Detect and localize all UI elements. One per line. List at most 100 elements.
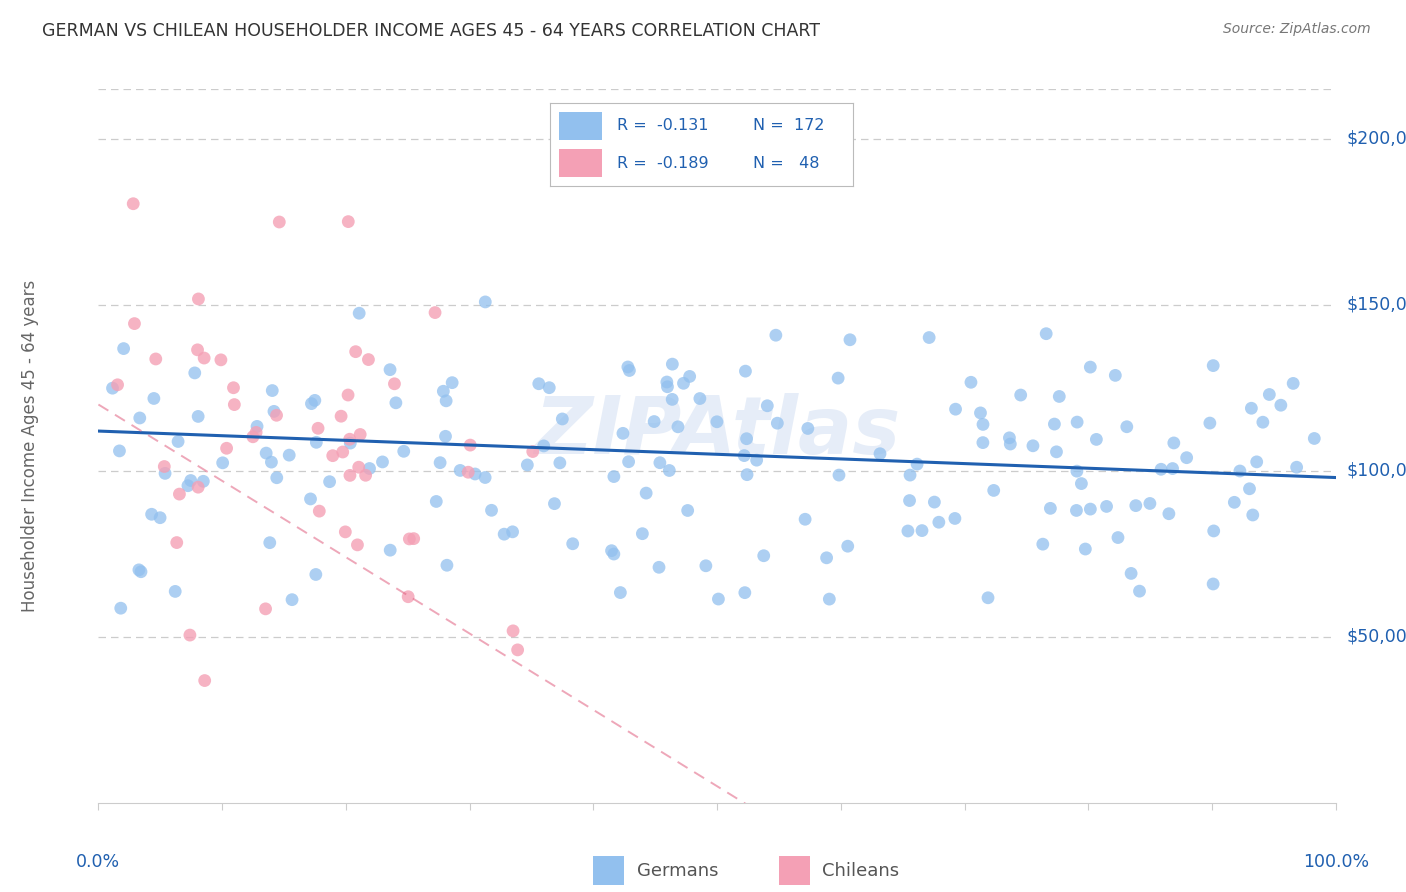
Point (898, 493, 921, 508)
Point (609, 585, 631, 599)
Point (548, 456, 571, 470)
Point (187, 480, 209, 494)
Point (110, 601, 132, 615)
Point (349, 427, 371, 442)
Point (128, 411, 150, 425)
Point (733, 449, 755, 463)
Point (254, 446, 277, 460)
Point (1285, 460, 1308, 475)
Point (1066, 503, 1088, 517)
Point (1239, 482, 1261, 496)
Point (1246, 455, 1268, 469)
Point (481, 503, 503, 517)
Point (1095, 500, 1118, 514)
Text: $50,000: $50,000 (1347, 628, 1406, 646)
Point (266, 409, 288, 423)
Point (1000, 437, 1022, 451)
Text: Householder Income Ages 45 - 64 years: Householder Income Ages 45 - 64 years (21, 280, 39, 612)
Point (679, 369, 702, 384)
Point (166, 535, 188, 549)
Point (898, 468, 921, 483)
Point (318, 475, 340, 489)
Point (1223, 495, 1246, 509)
Point (897, 524, 920, 538)
Point (1139, 496, 1161, 510)
Point (561, 537, 583, 551)
Point (193, 351, 215, 365)
Text: $200,000: $200,000 (1347, 130, 1406, 148)
Point (972, 417, 994, 432)
Point (603, 547, 626, 561)
Point (658, 463, 681, 477)
Point (266, 471, 288, 485)
Point (337, 388, 360, 402)
Point (474, 294, 496, 309)
Point (1043, 417, 1066, 431)
Point (1047, 389, 1070, 403)
Point (734, 364, 756, 378)
Point (1104, 368, 1126, 383)
Point (392, 444, 415, 458)
Point (259, 535, 281, 549)
Point (441, 376, 464, 390)
Point (384, 376, 406, 391)
Point (794, 512, 817, 526)
Point (464, 467, 486, 481)
Point (977, 591, 1000, 605)
Point (474, 470, 496, 484)
Point (839, 333, 862, 347)
Point (434, 429, 457, 443)
Point (1078, 360, 1101, 375)
Point (706, 415, 728, 429)
Point (1010, 388, 1032, 402)
Point (752, 549, 775, 563)
Text: 100.0%: 100.0% (1302, 853, 1369, 871)
Point (354, 468, 377, 483)
Point (215, 442, 238, 456)
Point (169, 487, 191, 501)
Point (432, 384, 454, 399)
Point (211, 456, 233, 470)
Point (969, 406, 991, 420)
Point (924, 495, 946, 509)
Point (180, 474, 202, 488)
Point (449, 463, 471, 477)
Text: $150,000: $150,000 (1347, 296, 1406, 314)
Point (1270, 398, 1292, 412)
Point (735, 432, 758, 446)
Point (1202, 359, 1225, 373)
Point (245, 425, 267, 440)
Point (818, 592, 841, 607)
Point (676, 503, 699, 517)
Point (122, 196, 145, 211)
Point (707, 592, 730, 607)
Point (600, 543, 623, 558)
Point (187, 409, 209, 424)
Point (1163, 436, 1185, 450)
Point (516, 458, 538, 472)
Point (209, 352, 232, 367)
Point (304, 393, 326, 408)
Text: 0.0%: 0.0% (76, 853, 121, 871)
Point (359, 461, 381, 475)
Point (339, 432, 361, 446)
Point (112, 342, 135, 356)
Point (101, 381, 124, 395)
Point (347, 306, 370, 320)
Point (1240, 401, 1263, 416)
Point (689, 392, 711, 406)
Point (165, 584, 187, 599)
Point (193, 475, 215, 489)
Point (1032, 537, 1054, 551)
Point (187, 292, 209, 306)
Point (1229, 464, 1251, 478)
Point (527, 376, 550, 391)
Point (337, 214, 360, 228)
Point (1125, 499, 1147, 513)
Point (603, 469, 626, 483)
Point (972, 435, 994, 450)
Point (145, 351, 167, 366)
Point (943, 511, 966, 525)
Point (380, 543, 402, 558)
Point (734, 585, 756, 599)
